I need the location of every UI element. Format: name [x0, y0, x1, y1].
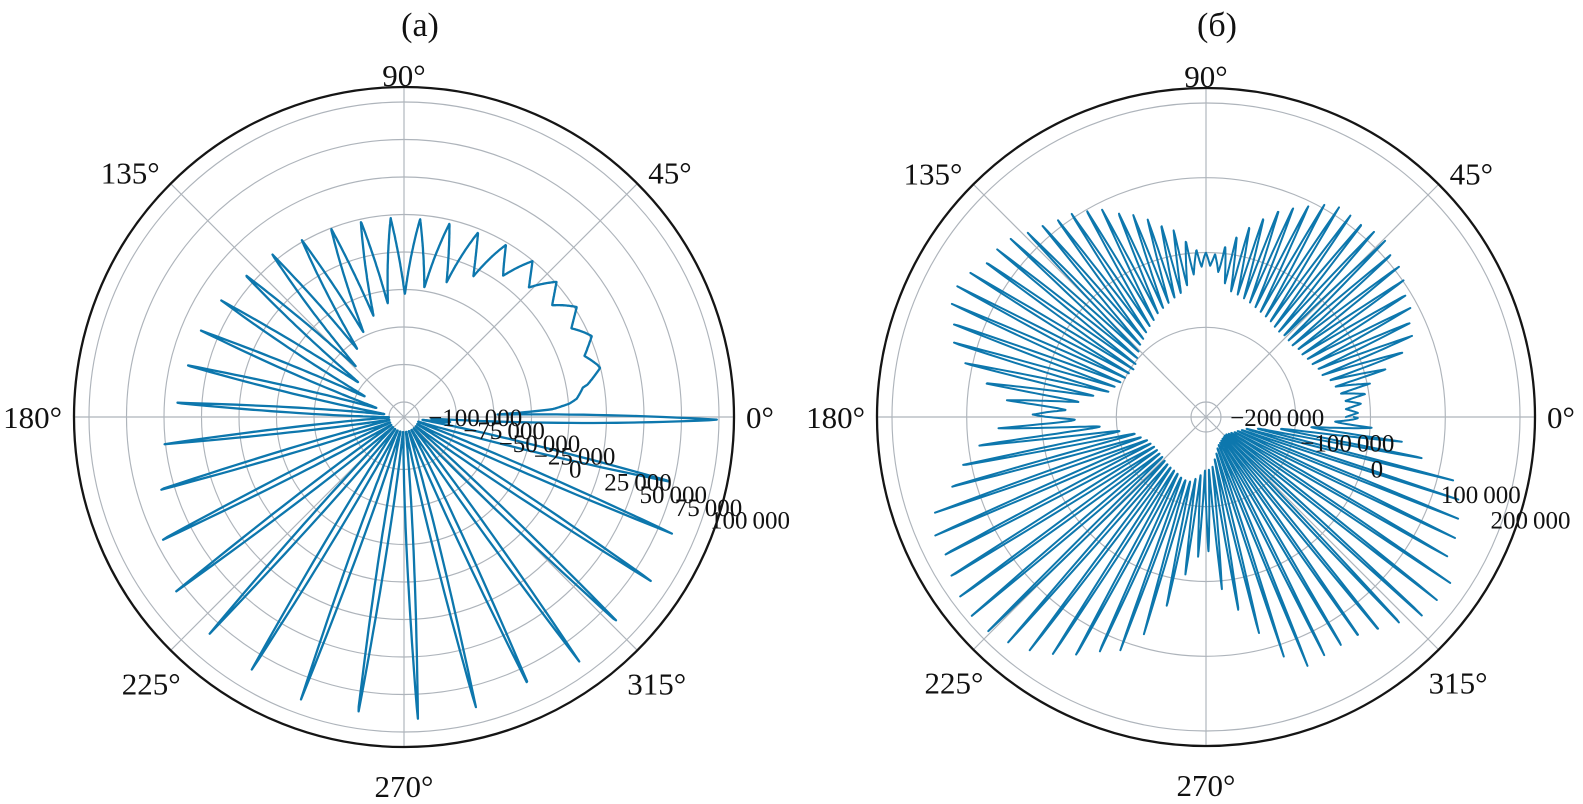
polar-spine — [72, 85, 736, 749]
angle-tick-label: 315° — [627, 666, 686, 701]
angle-tick-label: 225° — [924, 666, 983, 701]
angle-tick-label: 135° — [101, 156, 160, 191]
radial-tick-label: 100 000 — [1441, 482, 1521, 509]
radial-tick-label: 200 000 — [1491, 507, 1571, 534]
data-curve — [160, 216, 718, 720]
angle-tick-label: 270° — [375, 769, 434, 804]
angle-tick-label: 270° — [1177, 768, 1236, 803]
angle-tick-label: 0° — [1547, 400, 1575, 435]
angle-tick-label: 315° — [1429, 666, 1488, 701]
angle-tick-label: 45° — [1450, 156, 1493, 191]
data-curve — [934, 203, 1460, 667]
radial-tick-label: −100 000 — [1300, 431, 1394, 458]
radial-tick-label: 25 000 — [604, 469, 672, 496]
angle-tick-label: 90° — [1184, 59, 1227, 94]
radial-tick-label: 75 000 — [675, 495, 743, 522]
angle-tick-label: 0° — [746, 400, 774, 435]
angle-tick-label: 180° — [3, 400, 62, 435]
radial-tick-label: 0 — [569, 456, 582, 483]
radial-tick-label: −200 000 — [1230, 405, 1324, 432]
angle-tick-label: 135° — [903, 156, 962, 191]
angular-gridline — [403, 183, 638, 418]
angle-tick-label: 180° — [806, 400, 865, 435]
radial-tick-label: −75 000 — [463, 418, 545, 445]
angle-tick-label: 90° — [382, 58, 425, 93]
angle-tick-label: 45° — [648, 156, 691, 191]
polar-spine — [875, 86, 1537, 748]
radial-tick-label: −50 000 — [499, 431, 581, 458]
panel-b-title: (б) — [1197, 7, 1237, 44]
radial-tick-label: 100 000 — [710, 508, 790, 535]
radial-tick-label: −25 000 — [534, 444, 616, 471]
radial-tick-label: 0 — [1371, 456, 1384, 483]
radial-tick-label: −100 000 — [428, 405, 522, 432]
angle-tick-label: 225° — [122, 666, 181, 701]
panel-a-title: (a) — [401, 7, 439, 44]
angular-gridline — [170, 183, 405, 418]
radial-tick-label: 50 000 — [640, 482, 708, 509]
polar-chart-b: 0° 45° 90° 135° 180° 225° 270° 315° −200 000−100… — [806, 59, 1575, 803]
polar-chart-a: 0° 45° 90° 135° 180° 225° 270° 315° −100 000−75 … — [3, 58, 790, 804]
